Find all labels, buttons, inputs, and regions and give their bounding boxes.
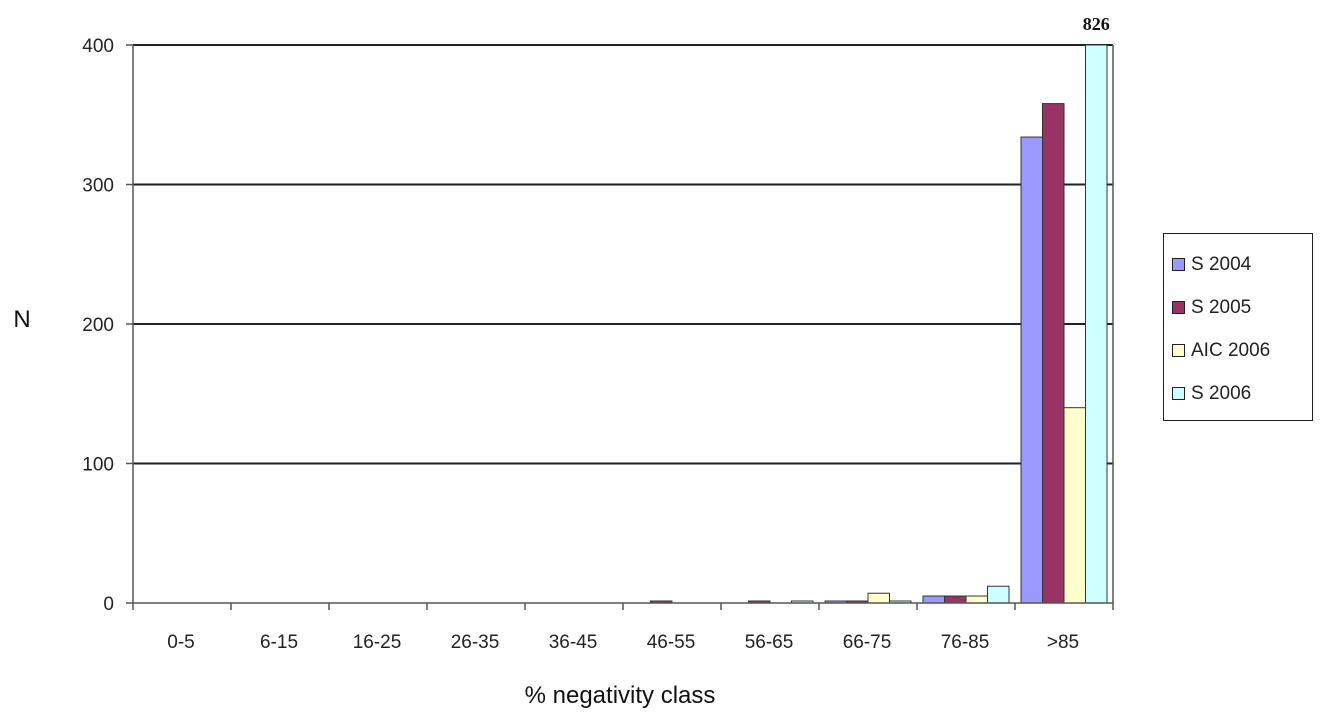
x-tick-label: 76-85 (941, 632, 990, 653)
y-axis-title: N (13, 306, 30, 333)
x-tick-label: 0-5 (167, 632, 194, 653)
legend-label: AIC 2006 (1191, 339, 1271, 361)
bar-s-2004-9 (1020, 136, 1043, 604)
x-tick-label: 56-65 (745, 632, 794, 653)
legend-swatch (1172, 258, 1185, 271)
legend-item: S 2005 (1172, 286, 1312, 329)
legend-item: AIC 2006 (1172, 329, 1312, 372)
x-tick-label: 66-75 (843, 632, 892, 653)
bar-aic-2006-8 (965, 595, 988, 604)
x-tick-label: 16-25 (353, 632, 402, 653)
x-axis-title: % negativity class (525, 682, 716, 709)
bar-s-2005-8 (944, 595, 967, 604)
legend-label: S 2006 (1191, 382, 1252, 404)
y-tick-label: 400 (82, 36, 114, 57)
x-tick-label: 6-15 (260, 632, 298, 653)
legend-label: S 2004 (1191, 253, 1252, 275)
y-tick-labels: 0 100 200 300 400 (82, 36, 114, 615)
x-tick-label: 36-45 (549, 632, 598, 653)
legend-swatch (1172, 344, 1185, 357)
bar-aic-2006-7 (867, 592, 890, 604)
bars (650, 44, 1108, 604)
axes (126, 44, 1114, 610)
legend-swatch (1172, 387, 1185, 400)
x-tick-label: >85 (1047, 632, 1079, 653)
bar-aic-2006-9 (1063, 407, 1086, 604)
x-tick-labels: 0-5 6-15 16-25 26-35 36-45 46-55 56-65 66-75 76-… (167, 632, 1079, 653)
legend-item: S 2004 (1172, 243, 1312, 286)
bar-s-2006-9 (1085, 44, 1108, 604)
y-tick-label: 0 (103, 594, 114, 615)
legend-label: S 2005 (1191, 296, 1252, 318)
bar-s-2006-8 (987, 585, 1010, 604)
y-tick-label: 200 (82, 315, 114, 336)
gridlines (133, 44, 1113, 465)
legend-item: S 2006 (1172, 372, 1312, 415)
y-tick-label: 300 (82, 176, 114, 197)
x-tick-label: 26-35 (451, 632, 500, 653)
legend: S 2004 S 2005 AIC 2006 S 2006 (1163, 233, 1313, 421)
x-tick-label: 46-55 (647, 632, 696, 653)
y-tick-label: 100 (82, 455, 114, 476)
data-label: 826 (1083, 14, 1110, 34)
data-labels: 826 (1083, 14, 1110, 34)
bar-s-2004-8 (922, 595, 945, 604)
bar-s-2005-9 (1042, 103, 1065, 604)
legend-swatch (1172, 301, 1185, 314)
